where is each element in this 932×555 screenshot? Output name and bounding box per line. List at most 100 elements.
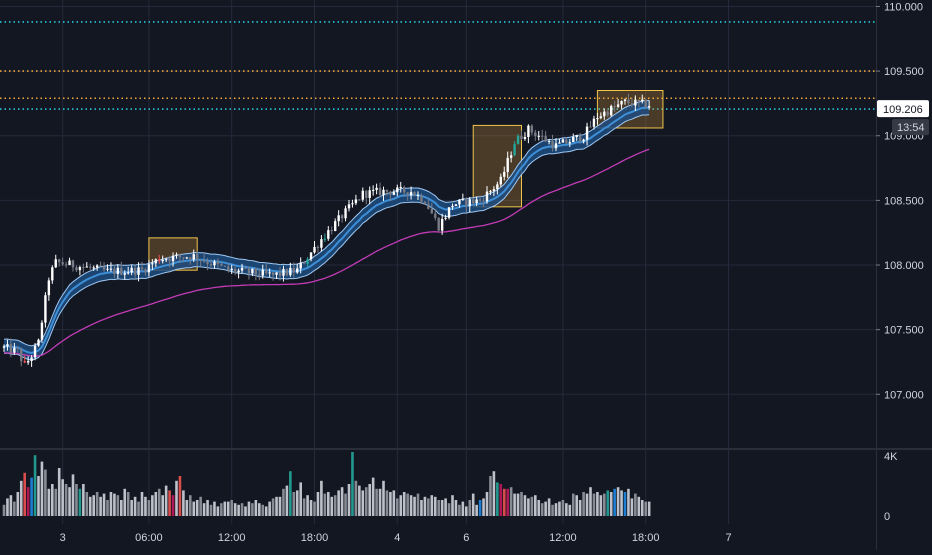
volume-bar[interactable] <box>547 498 551 516</box>
candle[interactable] <box>637 99 640 108</box>
volume-bar[interactable] <box>506 488 509 516</box>
candle[interactable] <box>551 134 554 152</box>
volume-bar[interactable] <box>78 488 82 516</box>
volume-bar[interactable] <box>244 506 247 516</box>
candle[interactable] <box>89 263 92 272</box>
candle[interactable] <box>54 254 57 269</box>
volume-bar[interactable] <box>423 496 427 516</box>
candle[interactable] <box>258 268 261 281</box>
candle[interactable] <box>64 261 68 268</box>
volume-bar[interactable] <box>392 490 396 516</box>
volume-bar[interactable] <box>368 484 371 516</box>
volume-bar[interactable] <box>520 492 523 516</box>
candle[interactable] <box>434 209 437 221</box>
volume-bar[interactable] <box>416 493 420 516</box>
candle[interactable] <box>285 268 289 277</box>
volume-bar[interactable] <box>323 493 327 516</box>
candle[interactable] <box>578 132 582 144</box>
candle[interactable] <box>465 197 468 213</box>
volume-bar[interactable] <box>85 492 89 516</box>
candle[interactable] <box>192 249 195 262</box>
candle[interactable] <box>613 100 616 113</box>
candle[interactable] <box>351 199 354 208</box>
candle[interactable] <box>82 263 85 273</box>
volume-bar[interactable] <box>164 485 168 516</box>
candle[interactable] <box>254 267 258 281</box>
candle[interactable] <box>161 255 164 264</box>
volume-bar[interactable] <box>337 490 340 516</box>
volume-bar[interactable] <box>378 488 382 516</box>
volume-bar[interactable] <box>603 493 606 516</box>
volume-bar[interactable] <box>647 501 651 516</box>
volume-bar[interactable] <box>502 488 506 516</box>
candle[interactable] <box>154 258 157 267</box>
volume-bar[interactable] <box>589 487 592 516</box>
volume-bar[interactable] <box>537 500 541 516</box>
candle[interactable] <box>302 261 306 265</box>
candle[interactable] <box>237 268 240 279</box>
volume-bar[interactable] <box>444 498 447 516</box>
volume-bar[interactable] <box>620 490 623 516</box>
volume-bar[interactable] <box>606 490 610 516</box>
candle[interactable] <box>534 129 537 141</box>
volume-bar[interactable] <box>354 480 358 516</box>
candle[interactable] <box>361 187 364 202</box>
candle[interactable] <box>16 346 19 353</box>
candle[interactable] <box>585 122 589 146</box>
volume-bar[interactable] <box>295 490 299 516</box>
candle[interactable] <box>330 226 333 235</box>
candle[interactable] <box>320 235 323 252</box>
volume-bar[interactable] <box>230 500 233 516</box>
volume-bar[interactable] <box>175 480 178 516</box>
candle[interactable] <box>313 241 316 254</box>
volume-bar[interactable] <box>534 495 537 516</box>
volume-bar[interactable] <box>16 492 20 516</box>
volume-bar[interactable] <box>499 484 503 516</box>
candle[interactable] <box>75 265 78 272</box>
volume-bar[interactable] <box>623 492 627 516</box>
volume-bar[interactable] <box>582 492 585 516</box>
volume-bar[interactable] <box>13 501 16 516</box>
candle[interactable] <box>30 355 33 367</box>
candle[interactable] <box>568 139 571 148</box>
volume-bar[interactable] <box>30 477 33 516</box>
volume-bar[interactable] <box>116 495 120 516</box>
candle[interactable] <box>116 264 120 279</box>
candle[interactable] <box>13 342 16 355</box>
volume-bar[interactable] <box>195 500 199 516</box>
volume-bar[interactable] <box>496 482 499 516</box>
volume-bar[interactable] <box>82 484 85 516</box>
volume-bar[interactable] <box>192 501 196 516</box>
volume-bar[interactable] <box>571 493 575 516</box>
candle[interactable] <box>558 138 561 144</box>
volume-bar[interactable] <box>482 498 485 516</box>
candle[interactable] <box>596 112 599 125</box>
candle[interactable] <box>58 258 61 267</box>
candle[interactable] <box>423 200 427 205</box>
volume-bar[interactable] <box>554 503 558 516</box>
volume-bar[interactable] <box>254 500 258 516</box>
volume-bar[interactable] <box>451 495 454 516</box>
volume-bar[interactable] <box>596 492 599 516</box>
candle[interactable] <box>509 151 513 163</box>
candle[interactable] <box>344 205 347 222</box>
volume-bar[interactable] <box>247 501 251 516</box>
volume-bar[interactable] <box>233 503 237 516</box>
volume-bar[interactable] <box>599 495 603 516</box>
candle[interactable] <box>299 257 302 274</box>
volume-bar[interactable] <box>402 492 406 516</box>
volume-bar[interactable] <box>54 488 58 516</box>
volume-bar[interactable] <box>216 506 220 516</box>
candle[interactable] <box>92 265 95 271</box>
volume-bar[interactable] <box>333 495 337 516</box>
volume-bar[interactable] <box>578 500 582 516</box>
candle[interactable] <box>385 189 389 196</box>
candle[interactable] <box>492 186 496 197</box>
volume-bar[interactable] <box>585 493 589 516</box>
volume-bar[interactable] <box>147 500 151 516</box>
candle[interactable] <box>458 199 461 208</box>
candle[interactable] <box>120 261 123 276</box>
volume-bar[interactable] <box>637 496 641 516</box>
volume-bar[interactable] <box>299 482 302 516</box>
